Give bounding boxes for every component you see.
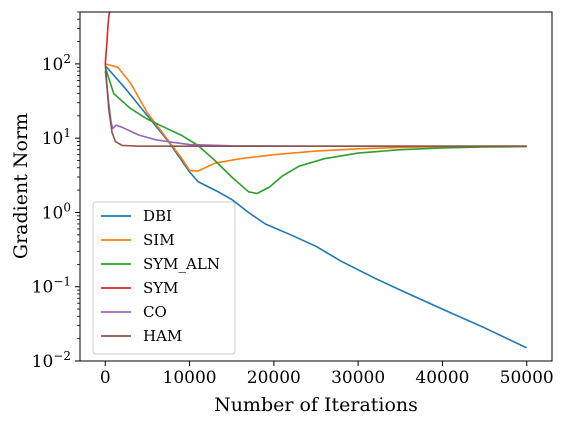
series-line-ham: [104, 63, 527, 147]
legend-label: DBI: [143, 207, 172, 225]
series-layer: [104, 12, 528, 349]
y-tick-label: 10−1: [32, 275, 71, 298]
y-tick-label: 10−2: [32, 349, 71, 372]
legend-label: HAM: [143, 327, 182, 345]
y-tick-label: 102: [42, 52, 71, 75]
y-tick-label: 100: [42, 200, 71, 223]
x-axis-label: Number of Iterations: [214, 394, 418, 416]
x-tick-label: 40000: [415, 368, 469, 388]
x-tick-label: 0: [100, 368, 111, 388]
y-axis-ticks: 102 101 100 10−1 10−2: [32, 11, 80, 372]
x-axis-ticks: 0 10000 20000 30000 40000 50000: [100, 361, 554, 388]
legend-label: SIM: [143, 231, 175, 249]
x-tick-label: 50000: [500, 368, 554, 388]
x-tick-label: 20000: [247, 368, 301, 388]
legend-label: SYM: [143, 279, 179, 297]
plot-frame: [79, 11, 553, 362]
y-axis-label: Gradient Norm: [10, 113, 32, 259]
series-line-sym-aln: [104, 67, 527, 195]
series-line-sym: [104, 12, 111, 64]
legend-label: SYM_ALN: [143, 255, 220, 273]
x-tick-label: 10000: [163, 368, 217, 388]
legend: DBI SIM SYM_ALN SYM CO HAM: [92, 201, 236, 355]
series-line-co: [104, 71, 527, 147]
series-line-sim: [105, 63, 527, 172]
x-tick-label: 30000: [331, 368, 385, 388]
legend-label: CO: [143, 303, 167, 321]
y-tick-label: 101: [42, 126, 71, 149]
